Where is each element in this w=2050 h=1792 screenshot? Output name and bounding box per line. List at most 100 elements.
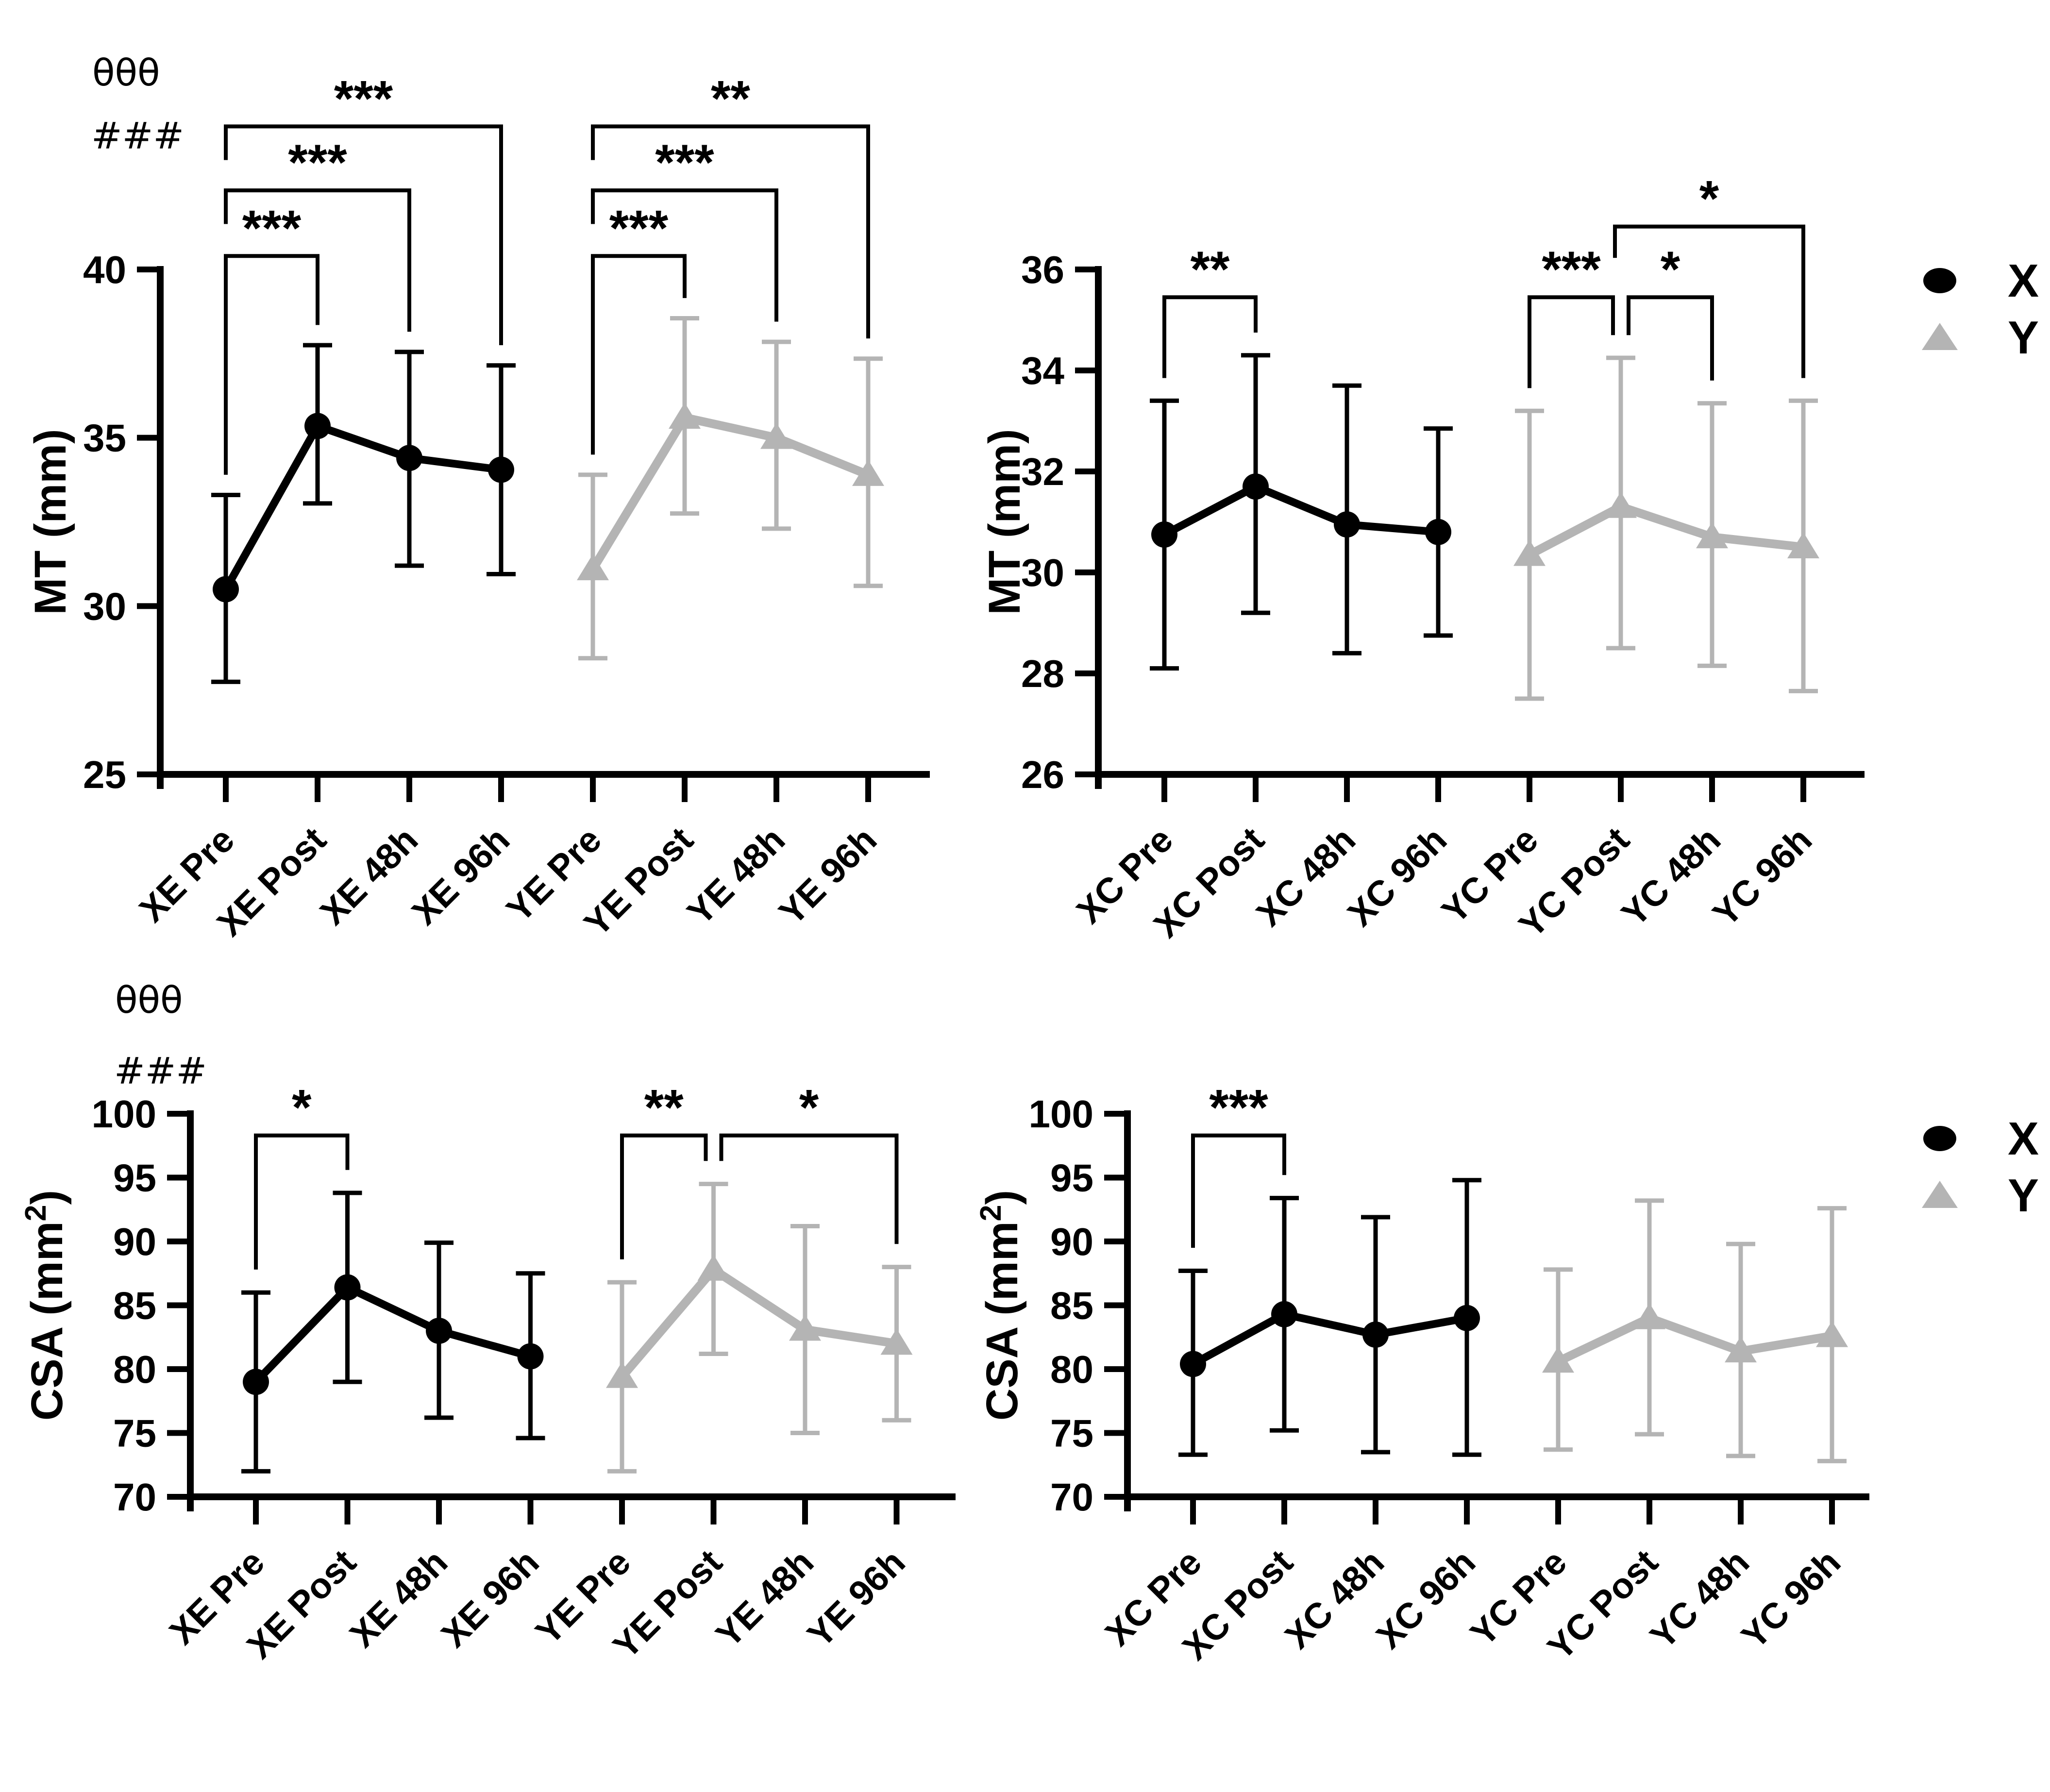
series-line-Y — [1527, 502, 1804, 559]
y-tick-label: 25 — [83, 753, 126, 796]
x-tick-label: XC 96h — [1340, 820, 1454, 934]
sig-bracket — [591, 254, 687, 455]
data-point-triangle — [1605, 491, 1637, 518]
sig-bracket — [591, 188, 778, 322]
sig-bracket — [254, 1133, 350, 1270]
annotation-theta-top: θθθ — [92, 51, 160, 94]
series-Y — [1513, 355, 1819, 701]
y-tick-label: 70 — [1050, 1475, 1093, 1519]
x-tick-label: XE 96h — [434, 1542, 547, 1655]
sig-label: * — [799, 1080, 819, 1136]
series-X — [1178, 1178, 1481, 1457]
y-axis-title-part: 2 — [974, 1205, 1007, 1222]
data-point-triangle — [789, 1314, 821, 1341]
y-tick-label: 32 — [1021, 450, 1064, 493]
data-point-circle — [1271, 1301, 1297, 1327]
annotation-hash-top: ### — [91, 114, 185, 157]
data-point-circle — [1151, 521, 1177, 548]
y-axis-title-part: ) — [22, 1190, 72, 1205]
x-tick-label: XE 48h — [342, 1542, 455, 1655]
sig-label: *** — [655, 134, 714, 191]
data-point-triangle — [1787, 532, 1819, 558]
sig-label: ** — [644, 1080, 684, 1136]
y-axis-title: CSA (mm2) — [19, 1190, 72, 1421]
sig-bracket — [224, 124, 503, 345]
series-line-X — [1162, 483, 1439, 538]
x-tick-label: XC 48h — [1248, 820, 1363, 934]
data-point-triangle — [577, 554, 609, 581]
y-tick-label: 34 — [1021, 349, 1064, 392]
data-point-triangle — [1542, 1346, 1574, 1373]
legend-label: X — [2008, 255, 2039, 307]
series-Y — [606, 1182, 913, 1474]
series-Y — [1542, 1198, 1848, 1463]
y-tick-label: 90 — [113, 1220, 156, 1263]
y-axis-title-part: ) — [977, 1190, 1027, 1205]
legend-triangle-icon — [1922, 323, 1958, 350]
y-tick-label: 40 — [83, 248, 126, 291]
data-point-triangle — [669, 402, 701, 429]
y-axis-title-part: CSA (mm — [977, 1221, 1027, 1421]
sig-label: *** — [609, 200, 669, 256]
data-point-triangle — [1633, 1303, 1665, 1329]
series-line-X — [222, 422, 502, 591]
sig-bracket — [224, 188, 411, 332]
y-tick-label: 95 — [1050, 1156, 1093, 1200]
x-tick-label: YE 48h — [679, 820, 792, 933]
y-axis-title: MT (mm) — [980, 429, 1029, 615]
sig-bracket — [1528, 295, 1615, 388]
x-tick-label: YE 96h — [771, 820, 884, 933]
data-point-circle — [517, 1343, 544, 1370]
data-point-triangle — [852, 459, 884, 486]
annotation-hash-mid: ### — [114, 1049, 207, 1092]
legend-item-Y: Y — [1922, 312, 2039, 364]
sig-bracket — [1191, 1133, 1286, 1248]
legend: XY — [1922, 1113, 2039, 1222]
series-X — [241, 1190, 545, 1474]
series-line-Y — [619, 1265, 897, 1380]
data-point-circle — [1362, 1321, 1389, 1348]
x-tick-label: XC 48h — [1277, 1542, 1392, 1657]
y-tick-label: 100 — [92, 1092, 156, 1136]
data-point-circle — [488, 456, 514, 483]
data-point-circle — [396, 445, 422, 471]
sig-label: *** — [288, 134, 347, 191]
series-line-X — [253, 1283, 532, 1385]
y-tick-label: 80 — [1050, 1348, 1093, 1391]
sig-bracket — [1613, 224, 1805, 378]
data-point-triangle — [606, 1361, 638, 1388]
data-point-triangle — [1696, 522, 1728, 549]
legend-circle-icon — [1923, 1126, 1956, 1151]
data-point-circle — [304, 413, 331, 439]
sig-label: * — [1699, 171, 1719, 227]
sig-bracket — [719, 1133, 899, 1244]
data-point-triangle — [1816, 1321, 1848, 1347]
y-tick-label: 30 — [83, 585, 126, 628]
y-tick-label: 80 — [113, 1348, 156, 1391]
sig-label: * — [1661, 241, 1680, 298]
data-point-circle — [334, 1274, 361, 1301]
data-point-circle — [1243, 473, 1269, 500]
legend-item-Y: Y — [1922, 1170, 2039, 1222]
sig-bracket — [1162, 295, 1258, 378]
y-axis-title: MT (mm) — [26, 429, 75, 615]
legend-item-X: X — [1923, 1113, 2039, 1165]
series-line-X — [1191, 1310, 1468, 1368]
x-tick-label: YC 96h — [1705, 820, 1819, 934]
sig-label: ** — [1191, 241, 1230, 298]
x-tick-label: XC 96h — [1368, 1542, 1483, 1657]
sig-label: *** — [334, 70, 393, 127]
y-axis-title-part: MT (mm) — [26, 429, 75, 615]
y-tick-label: 30 — [1021, 551, 1064, 594]
legend-label: X — [2008, 1113, 2039, 1165]
sig-bracket — [620, 1133, 708, 1259]
x-tick-label: YC 96h — [1733, 1542, 1848, 1657]
y-axis-title-part: MT (mm) — [980, 429, 1029, 615]
data-point-triangle — [880, 1328, 913, 1355]
x-tick-label: XE 48h — [312, 820, 425, 933]
